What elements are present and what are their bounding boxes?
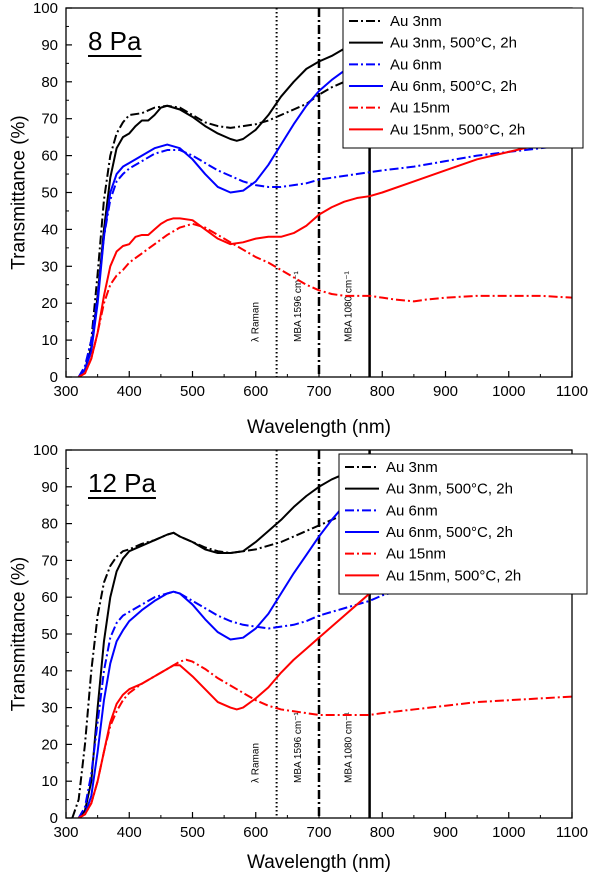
y-tick-label: 60 (41, 589, 58, 606)
legend: Au 3nm Au 3nm, 500°C, 2h Au 6nm Au 6nm, 500… (342, 7, 584, 149)
legend-entry: Au 6nm, 500°C, 2h (390, 78, 517, 95)
legend-entry: Au 3nm, 500°C, 2h (386, 481, 513, 498)
reference-line-label: λ Raman (251, 302, 262, 342)
x-tick-label: 700 (306, 824, 331, 841)
series-line (78, 134, 572, 377)
y-tick-label: 10 (41, 773, 58, 790)
y-tick-label: 50 (41, 626, 58, 643)
legend-entry: Au 3nm (390, 13, 442, 30)
legend: Au 3nm Au 3nm, 500°C, 2h Au 6nm Au 6nm, 500… (338, 453, 588, 595)
y-tick-label: 50 (41, 185, 58, 202)
y-axis-label: Transmittance (%) (9, 557, 30, 712)
x-tick-label: 600 (243, 383, 268, 400)
y-tick-label: 20 (41, 736, 58, 753)
x-tick-label: 900 (433, 824, 458, 841)
panel-title: 12 Pa (88, 468, 156, 498)
y-axis-label: Transmittance (%) (9, 115, 30, 270)
x-tick-label: 300 (53, 383, 78, 400)
legend-box (338, 453, 588, 595)
y-tick-label: 90 (41, 37, 58, 54)
x-tick-label: 500 (180, 383, 205, 400)
x-tick-label: 1100 (556, 824, 588, 841)
x-axis-label: Wavelength (nm) (247, 852, 391, 873)
x-tick-label: 400 (117, 824, 142, 841)
y-tick-label: 40 (41, 663, 58, 680)
y-tick-label: 80 (41, 516, 58, 533)
legend-entry: Au 6nm (386, 502, 438, 519)
x-tick-label: 700 (306, 383, 331, 400)
legend-box (342, 7, 584, 149)
legend-entry: Au 15nm, 500°C, 2h (386, 567, 521, 584)
chart-panel-8pa: λ Raman MBA 1596 cm⁻¹ MBA 1080 cm⁻¹ 300 400… (9, 0, 588, 438)
y-tick-label: 40 (41, 221, 58, 238)
series-line (78, 222, 572, 377)
y-tick-label: 90 (41, 479, 58, 496)
y-tick-label: 100 (33, 0, 58, 17)
reference-line-label: MBA 1596 cm⁻¹ (293, 711, 304, 783)
y-tick-label: 0 (50, 369, 58, 386)
x-tick-label: 1100 (556, 383, 588, 400)
axis-ticks: 300 400 500 600 700 800 900 1000 1100 0 10 20 30 40 50… (33, 0, 588, 400)
reference-line-label: MBA 1080 cm⁻¹ (344, 270, 355, 342)
axis-ticks: 300 400 500 600 700 800 900 1000 1100 0 10 20 30 40 50… (33, 442, 588, 841)
x-tick-label: 900 (433, 383, 458, 400)
y-tick-label: 100 (33, 442, 58, 459)
x-tick-label: 1000 (492, 824, 525, 841)
chart-panel-12pa: λ Raman MBA 1596 cm⁻¹ MBA 1080 cm⁻¹ 300 400… (9, 442, 588, 873)
y-tick-label: 70 (41, 552, 58, 569)
y-tick-label: 30 (41, 258, 58, 275)
y-tick-label: 30 (41, 700, 58, 717)
x-tick-label: 300 (53, 824, 78, 841)
x-axis-label: Wavelength (nm) (247, 417, 391, 438)
series-layer (77, 14, 572, 377)
reference-line-label: λ Raman (251, 743, 262, 783)
legend-entry: Au 3nm, 500°C, 2h (390, 35, 517, 52)
x-tick-label: 400 (117, 383, 142, 400)
x-tick-label: 800 (370, 824, 395, 841)
panel-title: 8 Pa (88, 26, 142, 56)
y-tick-label: 0 (50, 810, 58, 827)
legend-entry: Au 6nm (390, 56, 442, 73)
reference-line-label: MBA 1596 cm⁻¹ (293, 270, 304, 342)
series-line (78, 658, 572, 818)
y-tick-label: 60 (41, 148, 58, 165)
legend-entry: Au 15nm (390, 100, 450, 117)
x-tick-label: 1000 (492, 383, 525, 400)
y-tick-label: 80 (41, 74, 58, 91)
y-tick-label: 10 (41, 332, 58, 349)
series-line (77, 143, 572, 377)
x-tick-label: 500 (180, 824, 205, 841)
x-tick-label: 800 (370, 383, 395, 400)
x-tick-label: 600 (243, 824, 268, 841)
legend-entry: Au 15nm, 500°C, 2h (390, 121, 525, 138)
y-tick-label: 20 (41, 295, 58, 312)
legend-entry: Au 3nm (386, 459, 438, 476)
legend-entry: Au 6nm, 500°C, 2h (386, 524, 513, 541)
reference-line-label: MBA 1080 cm⁻¹ (344, 711, 355, 783)
legend-entry: Au 15nm (386, 546, 446, 563)
y-tick-label: 70 (41, 111, 58, 128)
